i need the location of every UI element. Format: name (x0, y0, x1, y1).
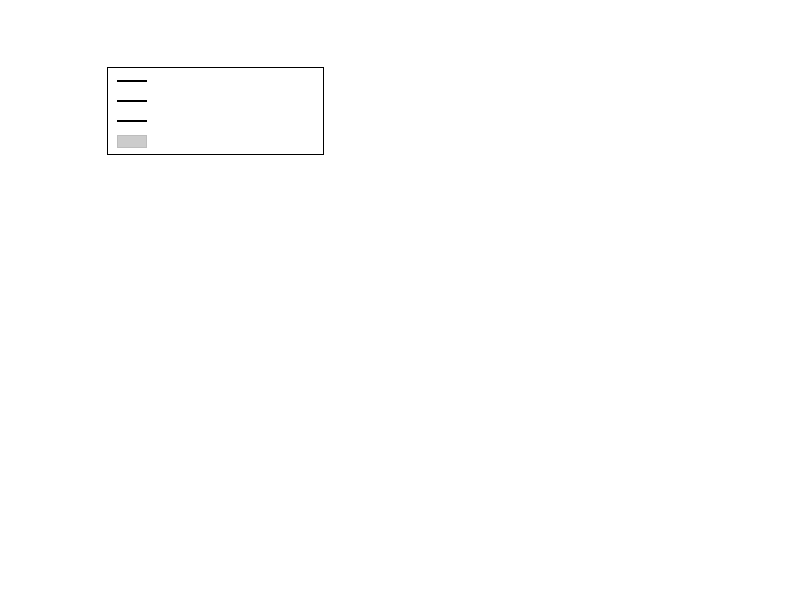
legend (107, 67, 324, 155)
legend-entry-gaussian (117, 71, 317, 91)
legend-entry-tophat (117, 91, 317, 111)
gaussian-line-swatch (117, 80, 147, 82)
legend-entry-input-distribution (117, 131, 317, 151)
tophat-line-swatch (117, 100, 147, 102)
epanechnikov-line-swatch (117, 120, 147, 122)
input-distribution-patch-swatch (117, 134, 147, 148)
legend-entry-epanechnikov (117, 111, 317, 131)
